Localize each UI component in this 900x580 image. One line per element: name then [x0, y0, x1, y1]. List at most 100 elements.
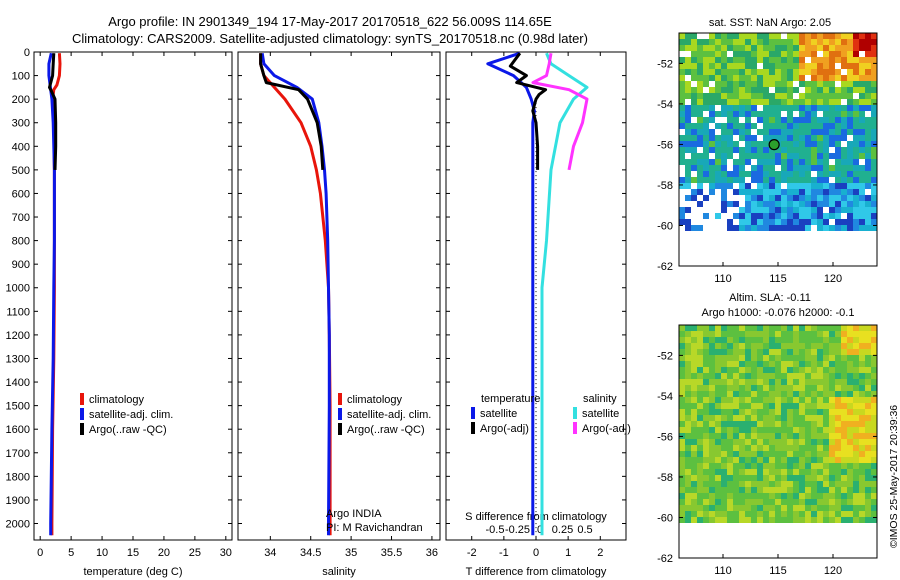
sst_map-heatmap-cell [859, 165, 865, 171]
sla_map-heatmap-cell [697, 343, 703, 349]
sla_map-heatmap-cell [787, 505, 793, 511]
sst_map-heatmap-cell [679, 75, 685, 81]
sst_map-heatmap-cell [787, 45, 793, 51]
sst_map-heatmap-cell [817, 75, 823, 81]
sst_map-heatmap-cell [715, 75, 721, 81]
sst_map-heatmap-cell [781, 177, 787, 183]
sla_map-heatmap-cell [853, 349, 859, 355]
difference-legend-label: Argo(-adj) [480, 423, 529, 435]
sst_map-heatmap-cell [859, 153, 865, 159]
sst_map-heatmap-cell [853, 183, 859, 189]
sla_map-heatmap-cell [781, 469, 787, 475]
sla_map-heatmap-cell [691, 457, 697, 463]
sst_map-heatmap-cell [847, 51, 853, 57]
sla_map-heatmap-cell [781, 397, 787, 403]
sst_map-heatmap-cell [817, 153, 823, 159]
sla_map-heatmap-cell [835, 457, 841, 463]
sla_map-heatmap-cell [685, 403, 691, 409]
sst_map-heatmap-cell [715, 81, 721, 87]
salinity-legend-swatch [338, 408, 342, 420]
sla_map-heatmap-cell [817, 433, 823, 439]
sst_map-heatmap-cell [715, 39, 721, 45]
sla_map-heatmap-cell [727, 463, 733, 469]
sla_map-heatmap-cell [805, 385, 811, 391]
sla_map-heatmap-cell [721, 475, 727, 481]
sst_map-heatmap-cell [871, 69, 877, 75]
sla_map-heatmap-cell [841, 373, 847, 379]
sst_map-heatmap-cell [679, 45, 685, 51]
sst_map-heatmap-cell [841, 69, 847, 75]
sla_map-heatmap-cell [691, 385, 697, 391]
sla_map-xtick-label: 110 [714, 565, 732, 577]
sst_map-heatmap-cell [745, 51, 751, 57]
sst_map-heatmap-cell [715, 183, 721, 189]
sst_map-heatmap-cell [751, 141, 757, 147]
sst_map-heatmap-cell [739, 87, 745, 93]
difference-salinity-tick-label: 0.25 [552, 524, 573, 536]
sst_map-heatmap-cell [799, 189, 805, 195]
sst_map-heatmap-cell [727, 147, 733, 153]
sla_map-heatmap-cell [823, 331, 829, 337]
sst_map-heatmap-cell [859, 177, 865, 183]
sla_map-heatmap-cell [859, 403, 865, 409]
sst_map-heatmap-cell [829, 45, 835, 51]
sst_map-xtick-label: 110 [714, 273, 732, 285]
sst_map-heatmap-cell [781, 51, 787, 57]
sla_map-heatmap-cell [697, 415, 703, 421]
difference-series-sal_satellite-line [540, 52, 589, 536]
sla_map-heatmap-cell [799, 403, 805, 409]
sst_map-heatmap-cell [841, 123, 847, 129]
sst_map-heatmap-cell [745, 33, 751, 39]
sst_map-heatmap-cell [697, 135, 703, 141]
sst_map-heatmap-cell [871, 93, 877, 99]
sst_map-heatmap-cell [853, 207, 859, 213]
sst_map-heatmap-cell [811, 219, 817, 225]
sst_map-heatmap-cell [793, 195, 799, 201]
temperature-ytick-label: 1500 [6, 401, 30, 413]
sla_map-heatmap-cell [811, 379, 817, 385]
sla_map-heatmap-cell [745, 349, 751, 355]
sla_map-heatmap-cell [865, 439, 871, 445]
difference-salinity-xlabel: S difference from climatology [465, 511, 607, 523]
sla_map-heatmap-cell [685, 457, 691, 463]
sst_map-heatmap-cell [799, 93, 805, 99]
sla_map-heatmap-cell [703, 433, 709, 439]
sla_map-heatmap-cell [709, 487, 715, 493]
sst_map-heatmap-cell [829, 219, 835, 225]
sst_map-heatmap-cell [679, 69, 685, 75]
sla_map-heatmap-cell [721, 325, 727, 331]
sla_map-heatmap-cell [757, 511, 763, 517]
sla_map-heatmap-cell [703, 343, 709, 349]
sst_map-heatmap-cell [727, 171, 733, 177]
sst_map-ytick-label: -56 [657, 139, 673, 151]
sst_map-heatmap-cell [721, 75, 727, 81]
sla_map-heatmap-cell [691, 337, 697, 343]
sla_map-heatmap-cell [763, 517, 769, 523]
sst_map-heatmap-cell [769, 177, 775, 183]
sla_map-heatmap-cell [829, 331, 835, 337]
sst_map-heatmap-cell [697, 81, 703, 87]
sst_map-heatmap-cell [823, 39, 829, 45]
temperature-ytick-label: 900 [12, 259, 30, 271]
sla_map-heatmap-cell [715, 493, 721, 499]
sst_map-heatmap-cell [865, 39, 871, 45]
sst_map-heatmap-cell [679, 225, 685, 231]
sst_map-heatmap-cell [679, 159, 685, 165]
sst_map-heatmap-cell [691, 213, 697, 219]
sla_map-heatmap-cell [697, 361, 703, 367]
sst_map-heatmap-cell [853, 153, 859, 159]
sla_map-heatmap-cell [811, 433, 817, 439]
sla_map-heatmap-cell [739, 361, 745, 367]
sla_map-heatmap-cell [781, 379, 787, 385]
sst_map-heatmap-cell [745, 99, 751, 105]
sst_map-heatmap-cell [871, 105, 877, 111]
sst_map-heatmap-cell [847, 183, 853, 189]
sla_map-heatmap-cell [769, 379, 775, 385]
sst_map-heatmap-cell [691, 165, 697, 171]
sst_map-heatmap-cell [811, 135, 817, 141]
sst_map-heatmap-cell [853, 147, 859, 153]
sla_map-heatmap-cell [871, 403, 877, 409]
sst_map-heatmap-cell [865, 75, 871, 81]
sst_map-heatmap-cell [763, 129, 769, 135]
sla_map-heatmap-cell [835, 325, 841, 331]
